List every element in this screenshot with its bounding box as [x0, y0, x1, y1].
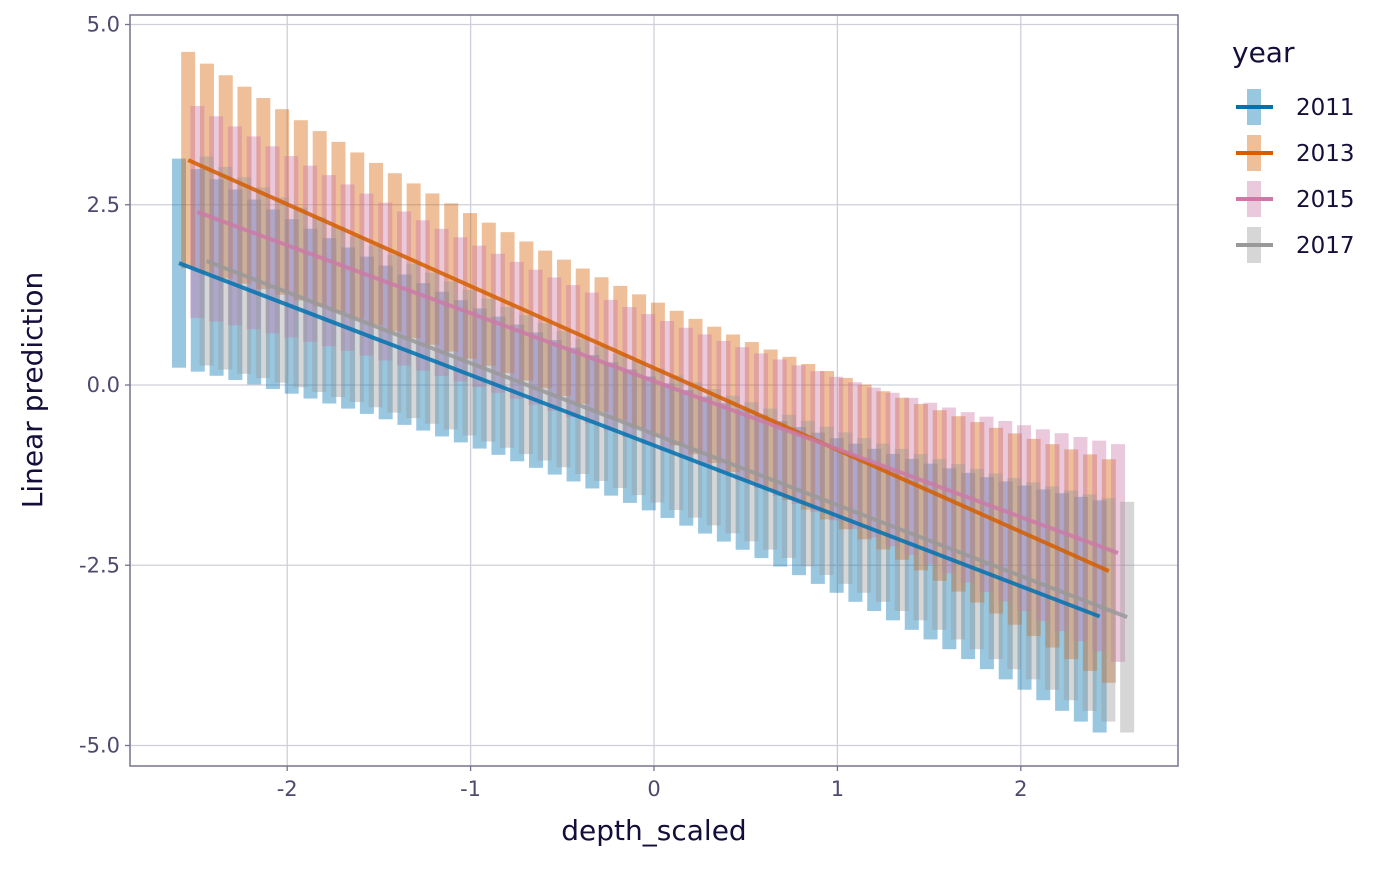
x-tick-label: 1 — [831, 777, 844, 801]
y-axis-title: Linear prediction — [16, 272, 49, 508]
fit-line-2015 — [196, 210, 1119, 555]
y-tick-label: -5.0 — [79, 734, 120, 758]
fit-line-2011 — [178, 261, 1101, 619]
legend-label: 2011 — [1296, 95, 1355, 121]
legend-item-2013: 2013 — [1236, 135, 1355, 171]
y-tick-label: -2.5 — [79, 553, 120, 577]
legend-item-2017: 2017 — [1236, 227, 1355, 263]
fit-line-2017 — [205, 259, 1128, 620]
legend-label: 2017 — [1296, 233, 1355, 259]
legend-title: year — [1232, 36, 1295, 69]
grid — [130, 15, 1178, 766]
fit-lines — [178, 158, 1128, 620]
interval-series-2015 — [190, 105, 1126, 662]
interval-bar-2015 — [190, 105, 205, 318]
interval-bar-2015 — [1111, 444, 1126, 662]
x-tick-label: -2 — [277, 777, 298, 801]
fit-line-2013 — [187, 158, 1110, 573]
legend-label: 2015 — [1296, 187, 1355, 213]
y-tick-label: 5.0 — [87, 13, 120, 37]
x-tick-label: 2 — [1014, 777, 1027, 801]
x-axis: -2 -1 0 1 2 — [277, 766, 1027, 801]
y-tick-label: 0.0 — [87, 373, 120, 397]
y-axis: 5.0 2.5 0.0 -2.5 -5.0 — [79, 13, 130, 758]
y-tick-label: 2.5 — [87, 193, 120, 217]
legend-item-2015: 2015 — [1236, 181, 1355, 217]
legend-label: 2013 — [1296, 141, 1355, 167]
legend-item-2011: 2011 — [1236, 89, 1355, 125]
x-tick-label: -1 — [460, 777, 481, 801]
interval-bars — [171, 51, 1135, 733]
x-axis-title: depth_scaled — [561, 814, 746, 847]
legend: year 2011 2013 2015 2017 — [1232, 36, 1355, 263]
x-tick-label: 0 — [647, 777, 660, 801]
interval-bar-2017 — [199, 156, 214, 366]
